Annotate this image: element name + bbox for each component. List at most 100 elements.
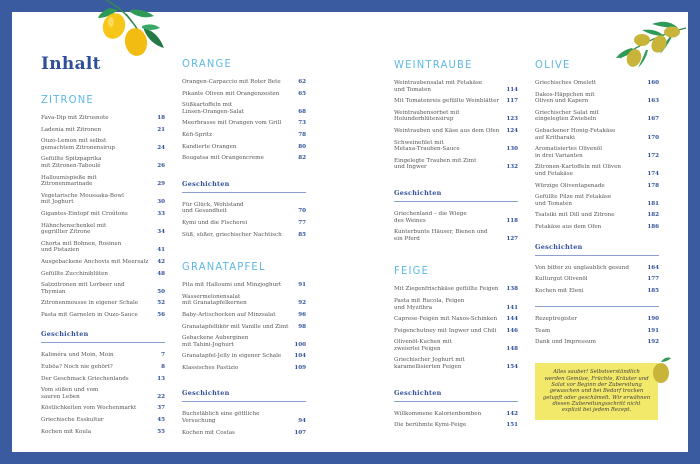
entry-title: Kéfi-Spritz: [182, 131, 213, 138]
entry-page-number: 24: [157, 144, 165, 151]
toc-entry[interactable]: Rezeptregister 190: [535, 316, 659, 323]
entry-page-number: 30: [157, 199, 165, 206]
entry-page-number: 50: [157, 288, 165, 295]
entry-page-number: 8: [161, 364, 165, 371]
toc-entry[interactable]: Kulturgut Olivenöl 177: [535, 276, 659, 283]
entry-title: Süßkartoffeln mit Linsen-Orangen-Salat: [182, 102, 244, 115]
toc-entry[interactable]: Ladenia mit Zitronen 21: [41, 127, 165, 134]
toc-entry[interactable]: Süßkartoffeln mit Linsen-Orangen-Salat 68: [182, 102, 306, 115]
entry-page-number: 182: [647, 212, 659, 219]
toc-entry[interactable]: Vegetarische Moussaka-Bowl mit Joghurt 30: [41, 193, 165, 206]
toc-entry[interactable]: Gebackener Honig-Fetakäse auf Kritharaki…: [535, 128, 659, 141]
entry-page-number: 55: [157, 428, 165, 435]
toc-entry[interactable]: Pita mit Halloumi und Minzjoghurt 91: [182, 282, 306, 289]
toc-entry[interactable]: Schweinefilet mit Metaxa-Trauben-Sauce 13…: [394, 140, 518, 153]
toc-entry[interactable]: Dakos-Häppchen mit Oliven und Kapern 163: [535, 92, 659, 105]
entry-page-number: 114: [506, 86, 518, 93]
toc-entry[interactable]: Mit Ziegenfrischkäse gefüllte Feigen 138: [394, 286, 518, 293]
toc-entry[interactable]: Bougatsa mit Orangencreme 82: [182, 155, 306, 162]
toc-entry[interactable]: Gefüllte Pilze mit Fetakäse und Tomaten 1…: [535, 194, 659, 207]
category-heading: GRANATAPFEL: [182, 261, 266, 274]
toc-entry[interactable]: Tsatsiki mit Dill und Zitrone 182: [535, 212, 659, 219]
toc-entry[interactable]: Kochen mit Koula 55: [41, 429, 165, 436]
toc-entry[interactable]: Griechisches Omelett 160: [535, 80, 659, 87]
toc-entry[interactable]: Gefüllte Spitzpaprika mit Zitronen-Tabou…: [41, 156, 165, 169]
entry-page-number: 18: [157, 115, 165, 121]
entry-title: Pasta mit Garnelen in Ouzo-Sauce: [41, 311, 138, 318]
toc-entry[interactable]: Griechischer Salat mit eingelegten Zwieb…: [535, 110, 659, 123]
toc-entry[interactable]: Kymi und die Fischerei 77: [182, 220, 306, 227]
toc-entry[interactable]: Buchstäblich eine göttliche Versuchung 94: [182, 411, 306, 424]
toc-entry[interactable]: Klassisches Pastizio 109: [182, 365, 306, 372]
toc-entry[interactable]: Meerbrasse mit Orangen vom Grill 73: [182, 120, 306, 127]
entry-title: Kulturgut Olivenöl: [535, 276, 588, 283]
toc-entry[interactable]: Vom süßen und vom sauren Leben 22: [41, 387, 165, 400]
toc-entry[interactable]: Würzige Oliventapenade 178: [535, 183, 659, 190]
toc-entry[interactable]: Griechische Esskultur 45: [41, 417, 165, 424]
toc-entry[interactable]: Fetakäse aus dem Ofen 186: [535, 224, 659, 231]
entry-page-number: 132: [506, 164, 518, 171]
toc-entry[interactable]: Eingelegte Trauben mit Zimt und Ingwer 13…: [394, 158, 518, 171]
entry-title: Weintrauben und Käse aus dem Ofen: [394, 127, 500, 134]
toc-entry[interactable]: Mit Tomatenreis gefüllte Weinblätter 117: [394, 98, 518, 105]
toc-entry[interactable]: Olivenöl-Kuchen mit zweierlei Feigen 148: [394, 339, 518, 352]
entry-title: Pita mit Halloumi und Minzjoghurt: [182, 282, 282, 289]
toc-entry[interactable]: Kandierte Orangen 80: [182, 144, 306, 151]
entry-page-number: 144: [506, 316, 518, 323]
entry-title: Fava-Dip mit Zitrusnote: [41, 115, 109, 121]
toc-entry[interactable]: Zitronen-Kartoffeln mit Oliven und Fetak…: [535, 164, 659, 177]
toc-entry[interactable]: Köstlichkeiten vom Wochenmarkt 37: [41, 405, 165, 412]
entry-title: Dank und Impressum: [535, 339, 596, 346]
toc-entry[interactable]: Chorta mit Bohnen, Rosinen und Pistazien…: [41, 241, 165, 254]
toc-entry[interactable]: Orangen-Carpaccio mit Roter Bete 62: [182, 79, 306, 86]
toc-entry[interactable]: Gefüllte Zucchiniblüten 48: [41, 271, 165, 278]
toc-entry[interactable]: Wassermelonensalat mit Granatapfelkernen…: [182, 294, 306, 307]
toc-entry[interactable]: Für Glück, Wohlstand und Gesundheit 70: [182, 202, 306, 215]
toc-entry[interactable]: Hähnchenschenkel mit gegrillter Zitrone 3…: [41, 223, 165, 236]
toc-entry[interactable]: Aromatisiertes Olivenöl in drei Variante…: [535, 146, 659, 159]
toc-entry[interactable]: Süß, süßer, griechischer Nachtisch 85: [182, 232, 306, 239]
entry-title: Kochen mit Koula: [41, 428, 92, 435]
entry-title: Gebackene Auberginen mit Tahini-Joghurt: [182, 335, 249, 348]
toc-entry[interactable]: Dank und Impressum 192: [535, 339, 659, 346]
toc-entry[interactable]: Griechischer Joghurt mit karamellisierte…: [394, 357, 518, 370]
entry-title: Süß, süßer, griechischer Nachtisch: [182, 231, 282, 238]
toc-entry[interactable]: Zitronenmousse in eigener Schale 52: [41, 300, 165, 307]
toc-entry[interactable]: Kochen mit Eleni 185: [535, 288, 659, 295]
toc-entry[interactable]: Feigenchutney mit Ingwer und Chili 146: [394, 328, 518, 335]
toc-entry[interactable]: Kaliméra und Moin, Moin 7: [41, 352, 165, 359]
entry-page-number: 178: [647, 182, 659, 189]
entry-title: Halloumispieße mit Zitronenmarinade: [41, 174, 97, 188]
toc-entry[interactable]: Granatapfel-Jelly in eigener Schale 104: [182, 353, 306, 360]
toc-entry[interactable]: Ouzo-Lemon mit selbst gemachtem Zitronen…: [41, 138, 165, 151]
toc-entry[interactable]: Kéfi-Spritz 78: [182, 132, 306, 139]
toc-entry[interactable]: Die berühmte Kymi-Feige 151: [394, 422, 518, 429]
toc-entry[interactable]: Granatapfellikör mit Vanille und Zimt 98: [182, 324, 306, 331]
toc-entry[interactable]: Von bitter zu unglaublich gesund 164: [535, 265, 659, 272]
toc-entry[interactable]: Weintraubensalat mit Fetakäse und Tomate…: [394, 80, 518, 93]
toc-entry[interactable]: Willkommene Kalorienbomben 142: [394, 411, 518, 418]
entry-title: Olivenöl-Kuchen mit zweierlei Feigen: [394, 339, 452, 352]
toc-entry[interactable]: Fava-Dip mit Zitrusnote 18: [41, 115, 165, 122]
toc-entry[interactable]: Team 191: [535, 328, 659, 335]
toc-entry[interactable]: Salzzitronen mit Lorbeer und Thymian 50: [41, 282, 165, 295]
toc-entry[interactable]: Baby-Artischocken auf Minzsalat 96: [182, 312, 306, 319]
toc-entry[interactable]: Halloumispieße mit Zitronenmarinade 29: [41, 175, 165, 188]
toc-entry[interactable]: Pikante Oliven mit Orangenzesten 65: [182, 91, 306, 98]
toc-entry[interactable]: Caprese-Feigen mit Naxos-Schinken 144: [394, 316, 518, 323]
entry-page-number: 22: [157, 393, 165, 400]
toc-entry[interactable]: Der Geschmack Griechenlands 13: [41, 376, 165, 383]
toc-entry[interactable]: Weintrauben und Käse aus dem Ofen 124: [394, 128, 518, 135]
toc-entry[interactable]: Kunterbunte Häuser, Bienen und ein Pferd…: [394, 229, 518, 242]
toc-entry[interactable]: Gigantes-Eintopf mit Croûtons 33: [41, 211, 165, 218]
entry-title: Griechischer Joghurt mit karamellisierte…: [394, 357, 465, 371]
toc-entry[interactable]: Gebackene Auberginen mit Tahini-Joghurt 1…: [182, 335, 306, 348]
toc-entry[interactable]: Ausgebackene Anchovis mit Meersalz 42: [41, 259, 165, 266]
toc-entry[interactable]: Griechenland – die Wiege des Weines 118: [394, 211, 518, 224]
toc-entry[interactable]: Pasta mit Rucola, Feigen und Myzithra 141: [394, 298, 518, 311]
toc-entry[interactable]: Pasta mit Garnelen in Ouzo-Sauce 56: [41, 312, 165, 319]
toc-entry[interactable]: Weintraubensorbet mit Holunderblütensiru…: [394, 110, 518, 123]
toc-entry[interactable]: Euböa? Noch nie gehört? 8: [41, 364, 165, 371]
entry-page-number: 73: [298, 120, 306, 127]
toc-entry[interactable]: Kochen mit Costas 107: [182, 430, 306, 437]
